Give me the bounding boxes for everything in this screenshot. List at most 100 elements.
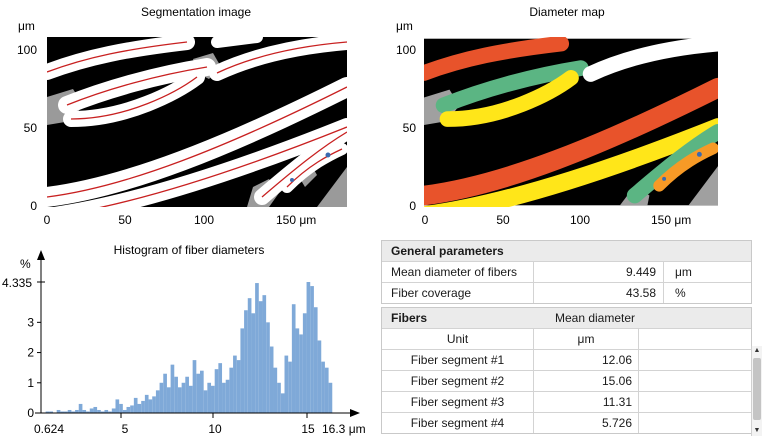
fibers-unit-row: Unit μm xyxy=(382,329,751,350)
histogram-bar xyxy=(258,301,263,413)
histogram-bar xyxy=(115,399,120,413)
fiber-segment-value: 5.726 xyxy=(601,416,632,430)
histogram-bar xyxy=(111,408,116,413)
diameter-image xyxy=(424,37,718,207)
fiber-segment-label: Fiber segment #4 xyxy=(410,416,505,430)
histogram-bar xyxy=(255,283,259,413)
histogram-x-min-label: 0.624 xyxy=(34,422,64,436)
general-row-value: 43.58 xyxy=(625,286,656,300)
table-row[interactable]: Fiber segment #1 12.06 xyxy=(382,350,751,371)
table-row[interactable]: Fiber segment #3 11.31 xyxy=(382,392,751,413)
histogram-y-unit: % xyxy=(20,257,31,271)
histogram-bar xyxy=(45,411,50,413)
histogram-bar xyxy=(148,399,153,413)
general-row-label: Fiber coverage xyxy=(391,286,472,300)
histogram-bar xyxy=(317,340,322,413)
histogram-bar xyxy=(266,322,270,413)
histogram-bar xyxy=(170,364,175,413)
segmentation-title: Segmentation image xyxy=(141,5,251,19)
histogram-bars xyxy=(45,282,333,413)
histogram-bar xyxy=(284,355,289,413)
fiber-segment-label: Fiber segment #3 xyxy=(410,395,505,409)
histogram-bar xyxy=(310,286,314,413)
general-row-fiber-coverage[interactable]: Fiber coverage 43.58 % xyxy=(382,283,751,303)
histogram-bar xyxy=(269,346,274,413)
histogram-bar xyxy=(89,408,94,413)
histogram-bar xyxy=(144,394,149,413)
histogram-panel: Histogram of fiber diameters % 4.335 0 1 2… xyxy=(2,243,366,436)
histogram-bar xyxy=(236,360,241,413)
histogram-bar xyxy=(71,411,76,413)
fiber-segment-value: 15.06 xyxy=(601,374,632,388)
histogram-bar xyxy=(200,370,204,413)
diameter-map-y-tick-50: 50 xyxy=(403,121,417,135)
histogram-bar xyxy=(211,385,215,413)
histogram-bar xyxy=(233,355,237,413)
table-row[interactable]: Fiber segment #4 5.726 xyxy=(382,413,751,433)
segmentation-y-unit: μm xyxy=(18,19,35,33)
histogram-bar xyxy=(141,400,145,413)
histogram-bar xyxy=(321,361,325,413)
diameter-map-x-tick-100: 100 xyxy=(570,213,590,227)
histogram-bar xyxy=(177,387,182,413)
histogram-bar xyxy=(288,361,292,413)
diameter-map-panel: Diameter map μm 100 50 0 0 50 100 150 μm xyxy=(396,5,718,227)
general-row-unit: % xyxy=(675,286,686,300)
fibers-title: Fibers xyxy=(391,311,428,325)
histogram-bar xyxy=(244,310,248,413)
segmentation-x-tick-0: 0 xyxy=(44,213,51,227)
histogram-bar xyxy=(192,360,197,413)
histogram-bar xyxy=(225,379,230,413)
histogram-y-tick-label: 0 xyxy=(27,406,34,420)
histogram-bar xyxy=(108,411,112,413)
scroll-thumb[interactable] xyxy=(753,358,761,420)
histogram-bar xyxy=(218,363,223,413)
histogram-bar xyxy=(60,411,65,413)
histogram-bar xyxy=(207,382,212,413)
scroll-up-icon[interactable]: ▲ xyxy=(753,347,761,354)
histogram-bar xyxy=(104,409,109,413)
diameter-map-x-tick-150: 150 μm xyxy=(651,213,691,227)
histogram-bar xyxy=(277,382,281,413)
histogram-bar xyxy=(78,403,83,413)
fibers-column-header[interactable]: Mean diameter xyxy=(554,311,636,325)
histogram-bar xyxy=(159,382,164,413)
histogram-bar xyxy=(291,304,296,413)
diameter-fibers xyxy=(424,37,718,207)
segmentation-y-tick-50: 50 xyxy=(24,121,38,135)
histogram-bar xyxy=(262,295,267,413)
histogram-bar xyxy=(122,409,127,413)
segmentation-image xyxy=(47,37,347,207)
histogram-y-tick-label: 2 xyxy=(27,346,34,360)
diameter-map-title: Diameter map xyxy=(529,5,605,19)
histogram-bar xyxy=(119,403,123,413)
histogram-y-tick-label: 3 xyxy=(27,315,34,329)
fibers-unit-value: μm xyxy=(577,332,595,346)
general-parameters-header: General parameters xyxy=(382,241,751,262)
histogram-title: Histogram of fiber diameters xyxy=(114,243,265,257)
histogram-bar xyxy=(100,411,105,413)
segmentation-panel: Segmentation image μm 100 50 0 0 50 100 … xyxy=(17,5,347,227)
histogram-bar xyxy=(67,409,72,413)
histogram-bar xyxy=(166,387,171,413)
histogram-bar xyxy=(273,367,278,413)
histogram-bar xyxy=(82,409,87,413)
scroll-down-icon[interactable]: ▼ xyxy=(753,427,761,434)
histogram-bar xyxy=(203,390,208,413)
fiber-segment-label: Fiber segment #2 xyxy=(410,374,505,388)
histogram-bar xyxy=(86,411,90,413)
diameter-map-y-tick-100: 100 xyxy=(396,43,416,57)
histogram-bar xyxy=(56,409,61,413)
fiber-segment-label: Fiber segment #1 xyxy=(410,353,505,367)
table-row[interactable]: Fiber segment #2 15.06 xyxy=(382,371,751,392)
general-row-mean-diameter[interactable]: Mean diameter of fibers 9.449 μm xyxy=(382,262,751,283)
histogram-bar xyxy=(64,411,68,413)
histogram-bar xyxy=(247,298,252,413)
general-parameters-title: General parameters xyxy=(391,244,504,258)
fibers-scrollbar[interactable]: ▲ ▼ xyxy=(751,346,762,436)
histogram-bar xyxy=(97,409,101,413)
general-row-label: Mean diameter of fibers xyxy=(391,265,518,279)
segmentation-x-tick-150: 150 μm xyxy=(276,213,316,227)
histogram-bar xyxy=(163,373,167,413)
histogram-bar xyxy=(75,409,79,413)
